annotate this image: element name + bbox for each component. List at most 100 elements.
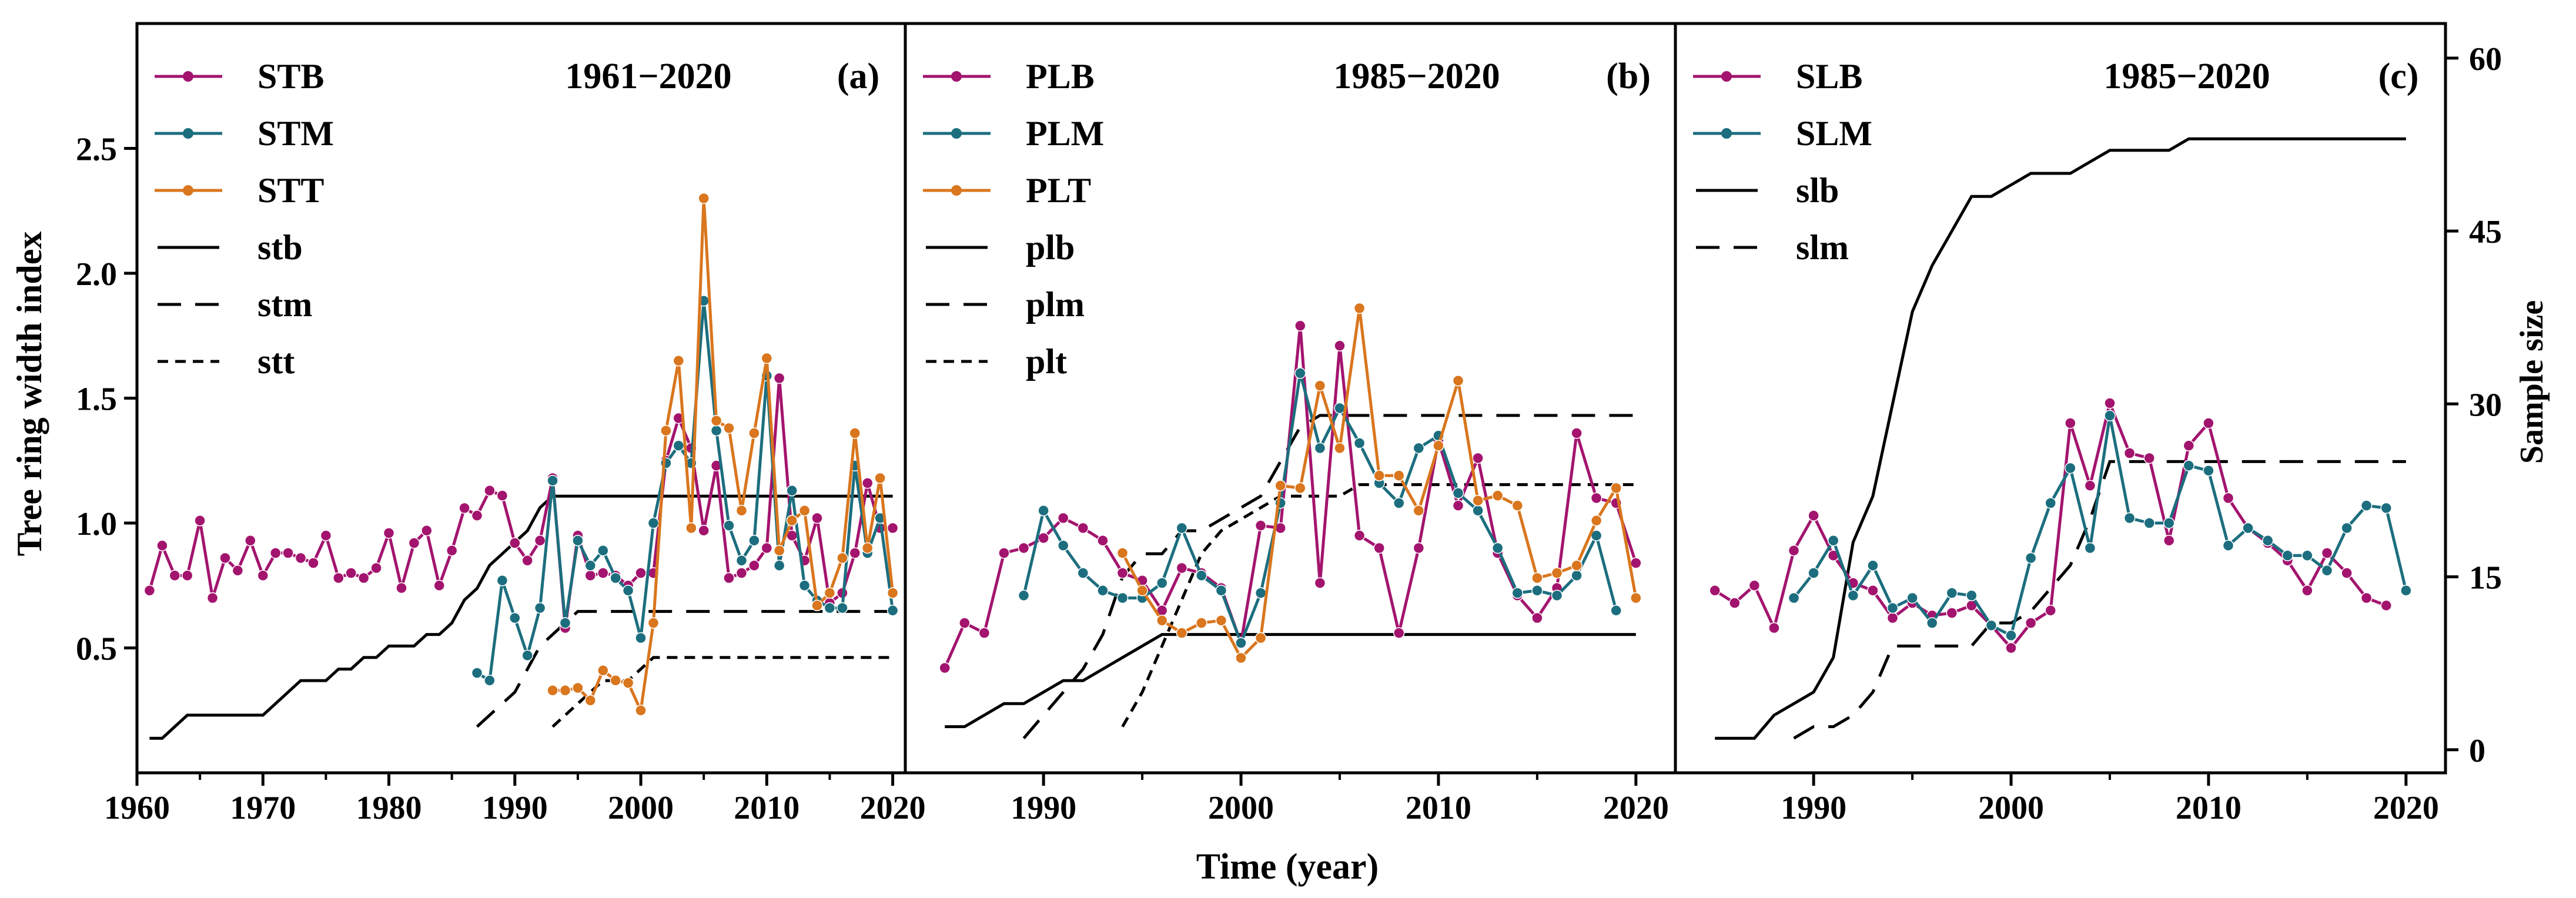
data-point-PLM bbox=[1413, 442, 1425, 454]
data-point-SLM bbox=[1827, 535, 1839, 547]
data-point-PLT bbox=[1491, 490, 1504, 502]
data-point-SLB bbox=[2045, 605, 2056, 616]
data-point-SLM bbox=[2242, 522, 2254, 534]
data-point-PLB bbox=[1413, 542, 1425, 554]
data-point-PLB bbox=[1353, 530, 1366, 542]
y-tick-label: 0.5 bbox=[76, 631, 117, 668]
data-point-STB bbox=[584, 569, 597, 582]
data-point-PLB bbox=[1571, 427, 1583, 439]
data-point-SLM bbox=[2380, 502, 2392, 514]
legend-label-SLB: SLB bbox=[1796, 57, 1862, 96]
data-point-PLM bbox=[1156, 577, 1168, 589]
data-point-PLT bbox=[1294, 482, 1306, 494]
panel-a: 1960 1970 1980 1990 2000 2010 2020 0.5 1.0 1.5 2.0… bbox=[76, 22, 926, 826]
data-point-SLM bbox=[2360, 500, 2373, 512]
data-point-STB bbox=[534, 535, 546, 547]
data-point-STB bbox=[748, 559, 760, 572]
data-point-PLT bbox=[1393, 470, 1405, 482]
data-point-STT bbox=[647, 617, 660, 629]
data-point-SLM bbox=[2065, 462, 2076, 474]
data-point-PLM bbox=[1610, 605, 1622, 616]
legend-label-slb: slb bbox=[1796, 171, 1839, 210]
sample-size-line-plb bbox=[945, 633, 1636, 728]
data-point-PLT bbox=[1176, 627, 1188, 639]
sample-size-line-slm bbox=[1793, 460, 2406, 740]
data-point-STB bbox=[357, 572, 370, 584]
legend-marker-SLM bbox=[1721, 128, 1732, 139]
data-point-PLT bbox=[1334, 442, 1346, 454]
data-point-STT bbox=[861, 542, 874, 554]
data-point-SLB bbox=[2341, 567, 2353, 579]
legend-label-PLB: PLB bbox=[1026, 57, 1095, 96]
legend-label-plb: plb bbox=[1026, 228, 1075, 267]
data-point-PLB bbox=[1630, 557, 1642, 569]
legend-label-plt: plt bbox=[1026, 342, 1067, 381]
data-point-PLB bbox=[1393, 627, 1405, 639]
data-point-PLB bbox=[1018, 542, 1030, 554]
data-point-STM bbox=[773, 559, 785, 572]
data-point-PLB bbox=[1294, 320, 1306, 332]
data-point-PLM bbox=[1235, 637, 1247, 649]
legend-marker-PLT bbox=[951, 185, 962, 196]
data-point-STB bbox=[635, 567, 647, 579]
data-point-STT bbox=[547, 685, 558, 696]
data-point-SLM bbox=[2281, 549, 2294, 562]
data-point-SLM bbox=[1946, 587, 1958, 599]
data-point-STM bbox=[521, 649, 533, 662]
data-point-PLM bbox=[1077, 567, 1089, 579]
data-point-PLT bbox=[1314, 380, 1326, 391]
data-point-SLM bbox=[1966, 589, 1978, 602]
sample-size-line-slb bbox=[1715, 137, 2406, 740]
data-point-STM bbox=[534, 602, 546, 614]
data-point-STT bbox=[572, 682, 584, 694]
data-point-SLB bbox=[2301, 585, 2313, 597]
data-point-PLB bbox=[939, 662, 951, 674]
panel-period: 1985−2020 bbox=[2103, 56, 2270, 96]
data-point-SLB bbox=[2143, 452, 2155, 464]
data-point-PLB bbox=[1097, 535, 1109, 547]
legend-label-stb: stb bbox=[257, 228, 303, 267]
data-point-PLB bbox=[1531, 612, 1543, 624]
legend-label-stm: stm bbox=[257, 285, 312, 324]
data-point-PLM bbox=[1038, 505, 1049, 517]
data-point-SLB bbox=[2163, 535, 2175, 547]
data-point-STM bbox=[837, 602, 848, 614]
data-point-SLB bbox=[1768, 622, 1780, 634]
legend-label-STT: STT bbox=[257, 171, 324, 210]
data-point-SLB bbox=[2183, 440, 2195, 452]
data-point-PLM bbox=[1472, 505, 1484, 517]
data-point-SLB bbox=[2005, 642, 2017, 654]
data-point-SLM bbox=[2222, 540, 2234, 552]
data-point-STB bbox=[723, 572, 735, 584]
data-point-STM bbox=[647, 517, 660, 529]
data-point-PLT bbox=[1590, 515, 1603, 527]
data-point-STB bbox=[421, 525, 433, 537]
y-axis-label-right: Sample size bbox=[2514, 300, 2550, 464]
data-point-PLT bbox=[1531, 572, 1543, 584]
data-point-STB bbox=[698, 525, 710, 537]
y-axis-label-left: Tree ring width index bbox=[10, 232, 49, 557]
data-point-STM bbox=[635, 632, 647, 644]
data-point-PLB bbox=[959, 617, 971, 629]
data-point-STB bbox=[156, 540, 168, 552]
data-point-STB bbox=[861, 477, 874, 489]
data-point-STM bbox=[496, 575, 508, 587]
data-point-PLT bbox=[1610, 482, 1622, 494]
data-point-STM bbox=[786, 485, 798, 497]
data-point-PLB bbox=[1334, 340, 1346, 352]
x-tick-label: 1990 bbox=[1781, 790, 1846, 826]
data-point-STT bbox=[811, 599, 823, 612]
panel-label: (b) bbox=[1606, 56, 1651, 96]
data-point-SLM bbox=[1867, 559, 1879, 572]
x-tick-label: 2020 bbox=[1603, 790, 1669, 826]
data-point-SLB bbox=[2065, 417, 2076, 429]
data-point-SLM bbox=[1985, 619, 1998, 632]
data-point-PLM bbox=[1196, 569, 1207, 582]
data-point-SLM bbox=[2084, 542, 2096, 554]
data-point-STM bbox=[471, 667, 483, 679]
x-tick-label: 1960 bbox=[104, 790, 170, 826]
legend-marker-SLB bbox=[1721, 71, 1732, 82]
sample-size-line-stm bbox=[476, 609, 893, 728]
index-line-STM bbox=[476, 300, 895, 683]
plot-frame bbox=[135, 22, 907, 775]
